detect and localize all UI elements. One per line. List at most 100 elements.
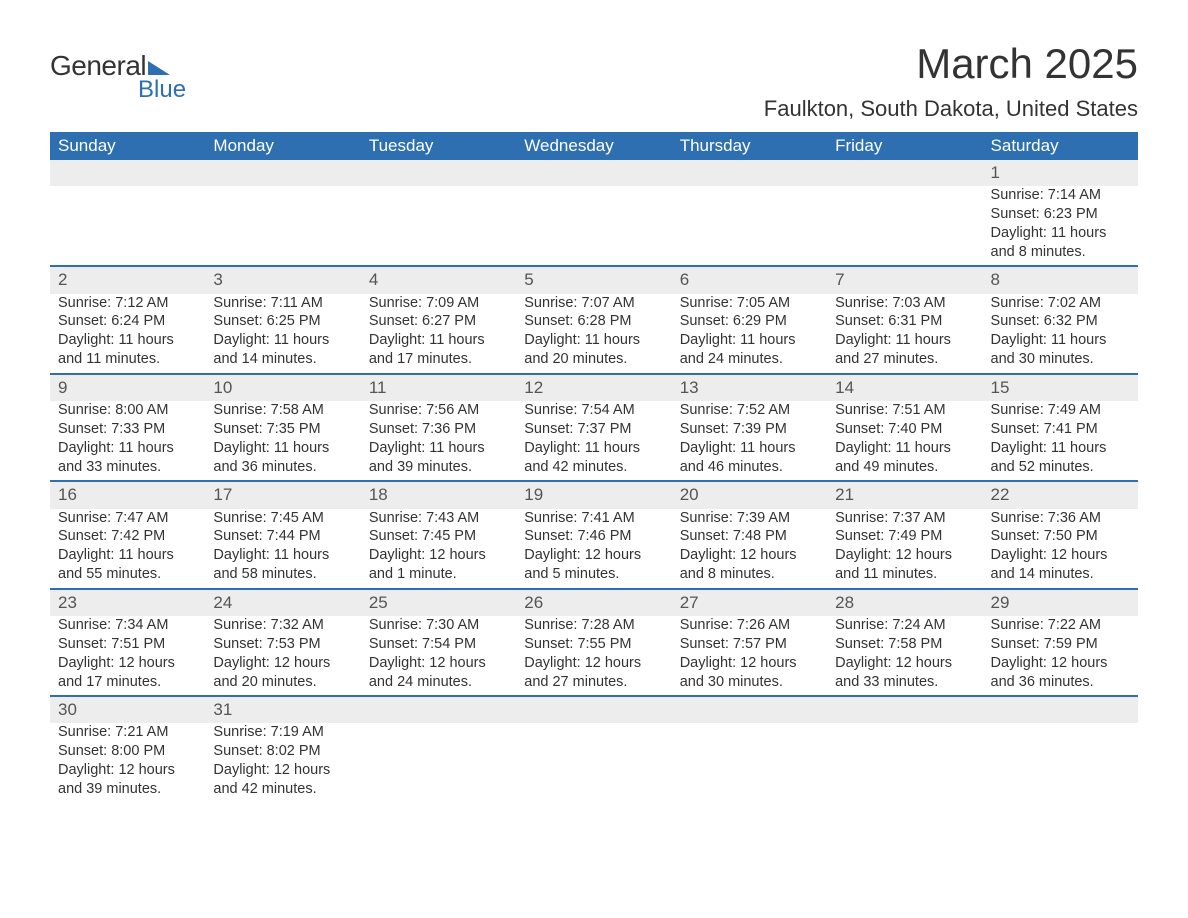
sunrise-text: Sunrise: 7:09 AM	[369, 294, 508, 313]
daylight-text: and 27 minutes.	[835, 350, 974, 369]
sunset-text: Sunset: 6:29 PM	[680, 312, 819, 331]
daylight-text: and 24 minutes.	[369, 673, 508, 692]
day-detail-row: Sunrise: 7:21 AMSunset: 8:00 PMDaylight:…	[50, 723, 1138, 802]
sunrise-text: Sunrise: 7:12 AM	[58, 294, 197, 313]
sunset-text: Sunset: 7:36 PM	[369, 420, 508, 439]
sunset-text: Sunset: 7:49 PM	[835, 527, 974, 546]
day-number-row: 3031	[50, 696, 1138, 723]
sunset-text: Sunset: 7:37 PM	[524, 420, 663, 439]
day-detail-cell: Sunrise: 7:11 AMSunset: 6:25 PMDaylight:…	[205, 294, 360, 374]
day-detail-cell: Sunrise: 7:37 AMSunset: 7:49 PMDaylight:…	[827, 509, 982, 589]
daylight-text: and 17 minutes.	[58, 673, 197, 692]
day-detail-cell: Sunrise: 7:56 AMSunset: 7:36 PMDaylight:…	[361, 401, 516, 481]
daylight-text: and 52 minutes.	[991, 458, 1130, 477]
daylight-text: and 36 minutes.	[991, 673, 1130, 692]
day-number-cell: 18	[361, 481, 516, 508]
day-detail-cell: Sunrise: 7:43 AMSunset: 7:45 PMDaylight:…	[361, 509, 516, 589]
day-number-row: 16171819202122	[50, 481, 1138, 508]
daylight-text: and 14 minutes.	[213, 350, 352, 369]
daylight-text: and 46 minutes.	[680, 458, 819, 477]
daylight-text: Daylight: 11 hours	[213, 331, 352, 350]
sunrise-text: Sunrise: 7:03 AM	[835, 294, 974, 313]
daylight-text: and 30 minutes.	[991, 350, 1130, 369]
daylight-text: and 8 minutes.	[991, 243, 1130, 262]
day-detail-cell: Sunrise: 7:58 AMSunset: 7:35 PMDaylight:…	[205, 401, 360, 481]
daylight-text: Daylight: 11 hours	[213, 439, 352, 458]
day-number: 31	[213, 700, 232, 719]
day-detail-cell	[361, 186, 516, 266]
month-title: March 2025	[764, 40, 1138, 88]
day-detail-cell	[827, 723, 982, 802]
daylight-text: and 24 minutes.	[680, 350, 819, 369]
day-number: 3	[213, 270, 222, 289]
day-number-cell: 6	[672, 266, 827, 293]
day-number-cell: 15	[983, 374, 1138, 401]
daylight-text: Daylight: 12 hours	[369, 546, 508, 565]
sunrise-text: Sunrise: 7:51 AM	[835, 401, 974, 420]
sunset-text: Sunset: 7:48 PM	[680, 527, 819, 546]
sunset-text: Sunset: 7:58 PM	[835, 635, 974, 654]
sunset-text: Sunset: 7:42 PM	[58, 527, 197, 546]
daylight-text: and 49 minutes.	[835, 458, 974, 477]
day-detail-cell	[516, 186, 671, 266]
daylight-text: and 14 minutes.	[991, 565, 1130, 584]
day-number-row: 9101112131415	[50, 374, 1138, 401]
sunrise-text: Sunrise: 7:49 AM	[991, 401, 1130, 420]
daylight-text: and 20 minutes.	[524, 350, 663, 369]
sunset-text: Sunset: 7:59 PM	[991, 635, 1130, 654]
logo-triangle-icon	[148, 57, 170, 75]
day-number-cell: 21	[827, 481, 982, 508]
day-detail-cell	[516, 723, 671, 802]
day-header: Saturday	[983, 132, 1138, 160]
day-number-cell: 2	[50, 266, 205, 293]
day-detail-row: Sunrise: 7:12 AMSunset: 6:24 PMDaylight:…	[50, 294, 1138, 374]
sunrise-text: Sunrise: 7:30 AM	[369, 616, 508, 635]
day-detail-row: Sunrise: 8:00 AMSunset: 7:33 PMDaylight:…	[50, 401, 1138, 481]
sunset-text: Sunset: 7:54 PM	[369, 635, 508, 654]
day-detail-cell: Sunrise: 7:41 AMSunset: 7:46 PMDaylight:…	[516, 509, 671, 589]
daylight-text: and 33 minutes.	[835, 673, 974, 692]
daylight-text: and 17 minutes.	[369, 350, 508, 369]
daylight-text: Daylight: 11 hours	[369, 331, 508, 350]
daylight-text: Daylight: 12 hours	[835, 546, 974, 565]
sunrise-text: Sunrise: 7:07 AM	[524, 294, 663, 313]
sunrise-text: Sunrise: 7:32 AM	[213, 616, 352, 635]
day-header: Sunday	[50, 132, 205, 160]
day-number-cell: 4	[361, 266, 516, 293]
day-detail-row: Sunrise: 7:14 AMSunset: 6:23 PMDaylight:…	[50, 186, 1138, 266]
day-detail-cell: Sunrise: 7:30 AMSunset: 7:54 PMDaylight:…	[361, 616, 516, 696]
day-number: 8	[991, 270, 1000, 289]
daylight-text: Daylight: 12 hours	[680, 546, 819, 565]
day-number-cell	[50, 160, 205, 186]
day-detail-cell: Sunrise: 7:36 AMSunset: 7:50 PMDaylight:…	[983, 509, 1138, 589]
day-detail-cell: Sunrise: 7:12 AMSunset: 6:24 PMDaylight:…	[50, 294, 205, 374]
day-detail-cell: Sunrise: 7:49 AMSunset: 7:41 PMDaylight:…	[983, 401, 1138, 481]
daylight-text: and 11 minutes.	[835, 565, 974, 584]
day-number: 29	[991, 593, 1010, 612]
sunrise-text: Sunrise: 7:22 AM	[991, 616, 1130, 635]
day-number-cell: 11	[361, 374, 516, 401]
day-number-cell: 14	[827, 374, 982, 401]
sunset-text: Sunset: 7:44 PM	[213, 527, 352, 546]
daylight-text: and 20 minutes.	[213, 673, 352, 692]
day-number-cell	[827, 160, 982, 186]
daylight-text: Daylight: 12 hours	[213, 654, 352, 673]
sunrise-text: Sunrise: 7:36 AM	[991, 509, 1130, 528]
day-number-cell	[205, 160, 360, 186]
day-number: 18	[369, 485, 388, 504]
daylight-text: and 30 minutes.	[680, 673, 819, 692]
day-header-row: Sunday Monday Tuesday Wednesday Thursday…	[50, 132, 1138, 160]
daylight-text: and 5 minutes.	[524, 565, 663, 584]
sunrise-text: Sunrise: 7:52 AM	[680, 401, 819, 420]
day-number: 17	[213, 485, 232, 504]
day-number-cell: 12	[516, 374, 671, 401]
day-number: 16	[58, 485, 77, 504]
day-detail-cell: Sunrise: 7:32 AMSunset: 7:53 PMDaylight:…	[205, 616, 360, 696]
header: General Blue March 2025 Faulkton, South …	[50, 40, 1138, 122]
day-number-cell: 19	[516, 481, 671, 508]
day-number: 6	[680, 270, 689, 289]
day-detail-cell: Sunrise: 7:22 AMSunset: 7:59 PMDaylight:…	[983, 616, 1138, 696]
sunset-text: Sunset: 8:00 PM	[58, 742, 197, 761]
sunrise-text: Sunrise: 7:02 AM	[991, 294, 1130, 313]
daylight-text: and 11 minutes.	[58, 350, 197, 369]
